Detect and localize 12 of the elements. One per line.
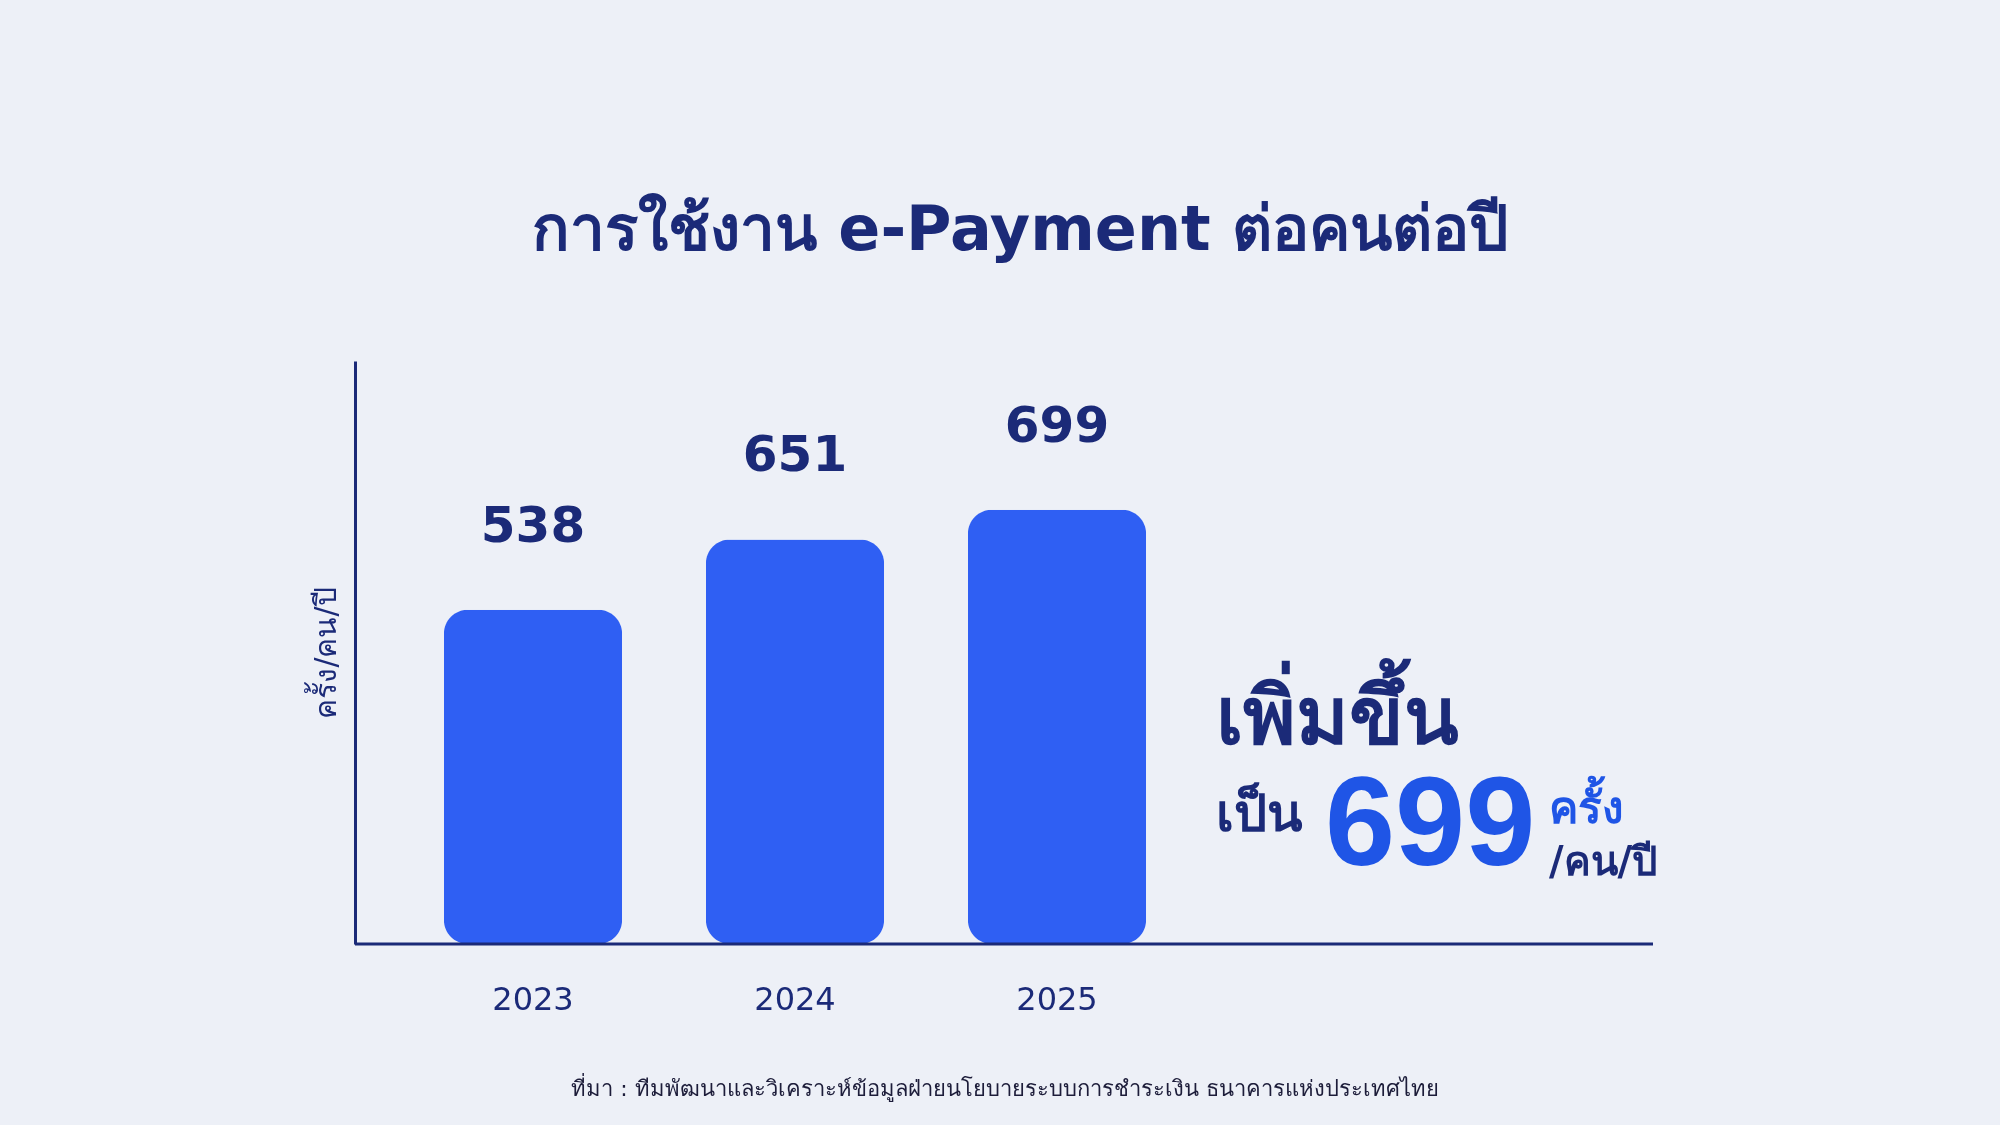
x-tick-label: 2024 <box>754 979 836 1018</box>
y-axis-title: ครั้ง/คน/ปี <box>303 587 343 719</box>
text: ครั้ง <box>1549 775 1623 833</box>
text: ที่มา : ทีมพัฒนาและวิเคราะห์ข้อมูลฝ่ายนโยบายระบบการชำระเงิน ธนาคารแห่งประเทศไทย <box>571 1073 1439 1102</box>
text: /คน/ปี <box>1549 838 1658 884</box>
data-label: 651 <box>742 425 848 484</box>
text: เป็น <box>1216 782 1303 843</box>
data-label: 699 <box>1004 395 1110 454</box>
chart-title: การใช้งาน e-Payment ต่อคนต่อปี <box>531 192 1509 265</box>
x-tick-label: 2023 <box>492 979 574 1018</box>
data-label: 538 <box>480 495 586 554</box>
x-tick-label: 2025 <box>1016 979 1098 1018</box>
